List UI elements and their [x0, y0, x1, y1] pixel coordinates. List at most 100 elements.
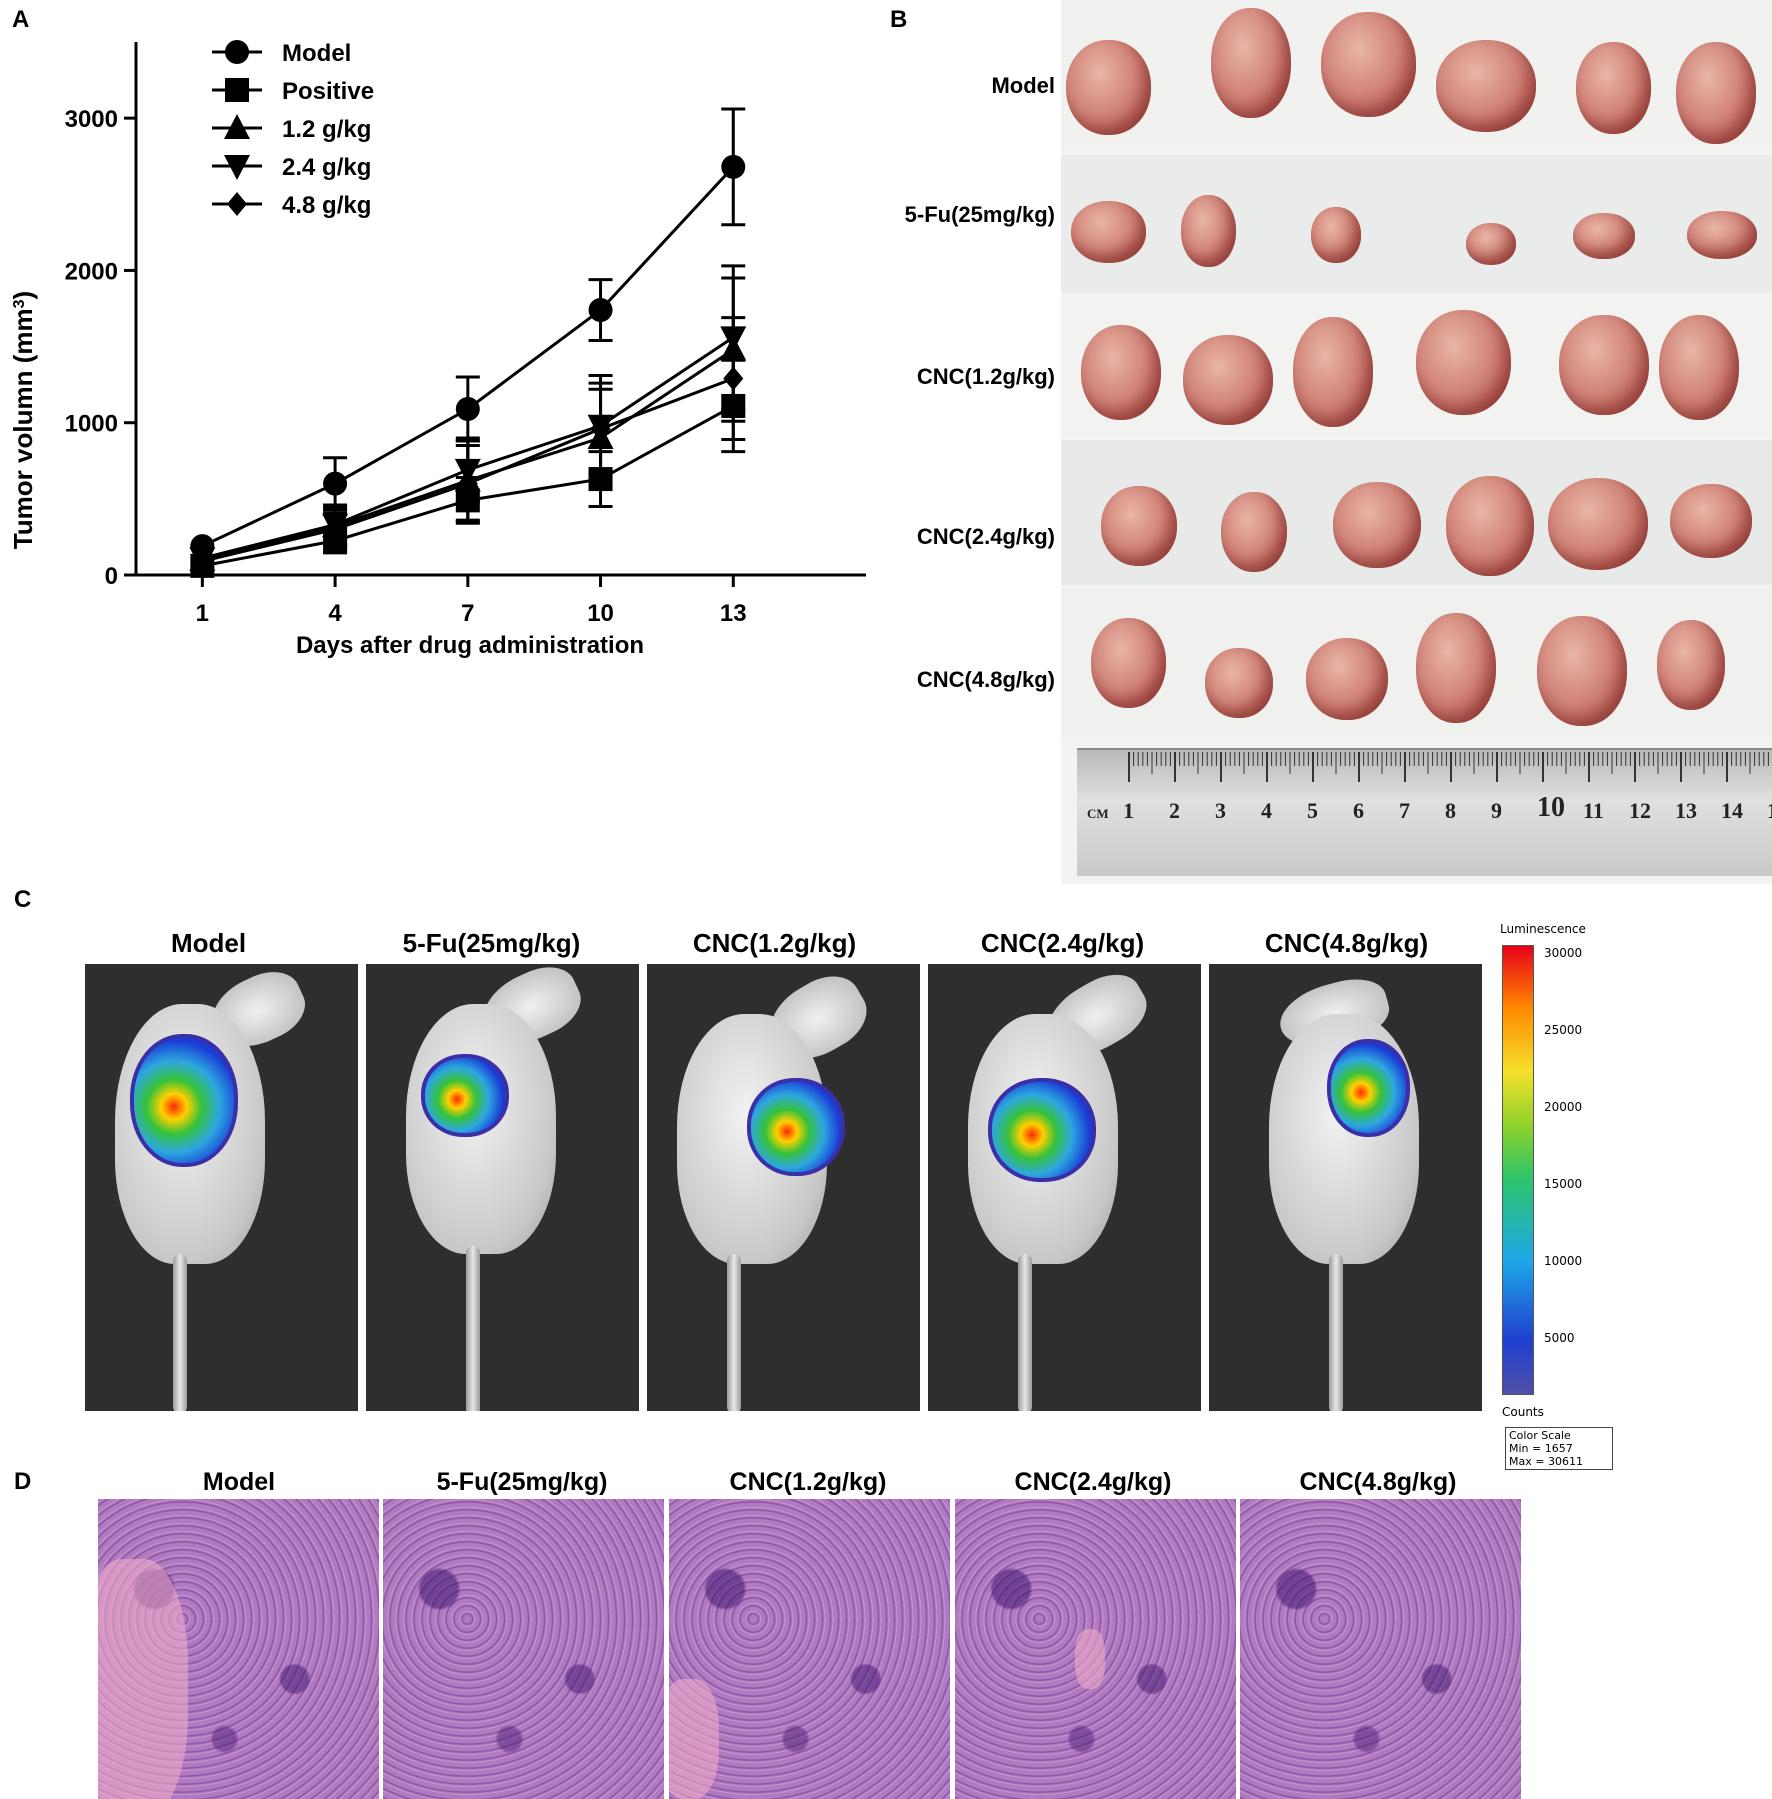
tumor-specimen	[1436, 40, 1536, 132]
histology-title: Model	[202, 1468, 276, 1496]
data-point-model	[588, 298, 613, 323]
tumor-row-label: CNC(2.4g/kg)	[916, 524, 1055, 549]
luminescence-signal	[747, 1078, 845, 1176]
color-scale-box: Color Scale Min = 1657 Max = 30611	[1505, 1427, 1613, 1470]
tumor-specimen	[1446, 476, 1534, 576]
ruler-number: 13	[1675, 798, 1697, 823]
imaging-title: CNC(1.2g/kg)	[692, 928, 857, 958]
y-tick-label: 3000	[65, 106, 118, 133]
y-tick-label: 0	[105, 563, 118, 590]
data-point-4-8-g-kg	[192, 549, 213, 574]
colorbar-tick: 25000	[1544, 1023, 1583, 1037]
colorbar-tick: 20000	[1544, 1100, 1583, 1114]
data-point-model	[455, 397, 480, 422]
x-tick-label: 10	[587, 600, 614, 627]
tumor-row-cnc-1-2	[1061, 295, 1772, 435]
y-axis-title-sup: 3	[11, 299, 28, 308]
tumor-specimen	[1081, 325, 1161, 420]
colorbar-tick: 15000	[1544, 1177, 1583, 1191]
ruler-number: 11	[1583, 798, 1604, 823]
tumor-specimen	[1306, 638, 1388, 720]
histology-image-cnc-2-4	[955, 1499, 1236, 1799]
x-axis-title: Days after drug administration	[296, 632, 644, 659]
data-point-4-8-g-kg	[325, 517, 346, 542]
imaging-title: CNC(2.4g/kg)	[980, 928, 1145, 958]
tumor-specimen	[1576, 42, 1651, 134]
x-tick-label: 13	[720, 600, 747, 627]
legend-label: 2.4 g/kg	[282, 154, 371, 181]
tumor-volume-chart: 0 1000 2000 3000 1 4 7 10 13 Model Positive 1.2 g/…	[0, 0, 900, 680]
ruler-number: 1	[1123, 798, 1134, 823]
tumor-row-label: CNC(1.2g/kg)	[916, 364, 1055, 389]
legend-marker-positive	[225, 78, 249, 102]
tumor-specimen	[1466, 223, 1516, 265]
tumor-specimen	[1333, 482, 1421, 568]
tumor-row-5fu	[1061, 155, 1772, 293]
colorbar-title: Luminescence	[1500, 922, 1586, 936]
legend-marker-model	[225, 40, 249, 64]
ruler-ticks	[1128, 752, 1769, 782]
luminescence-signal	[130, 1034, 238, 1167]
legend-label: 1.2 g/kg	[282, 116, 371, 143]
panel-label-d: D	[14, 1468, 32, 1495]
color-scale-min: Min = 1657	[1509, 1442, 1573, 1455]
data-point-model	[721, 154, 746, 179]
imaging-photo-cnc-1-2	[647, 964, 920, 1411]
ruler-unit-label: CM	[1087, 806, 1109, 821]
legend-marker-1-2-g-kg	[224, 114, 250, 139]
ruler-number: 4	[1261, 798, 1272, 823]
tumor-row-cnc-4-8	[1061, 588, 1772, 738]
tumor-specimen	[1221, 492, 1287, 572]
histology-title: CNC(4.8g/kg)	[1299, 1468, 1457, 1496]
x-tick-label: 7	[461, 600, 474, 627]
ruler-number: 14	[1721, 798, 1743, 823]
tumor-specimen	[1559, 315, 1649, 415]
tumor-specimen	[1573, 213, 1635, 259]
tumor-specimen	[1670, 484, 1752, 558]
ruler-number: 6	[1353, 798, 1364, 823]
y-tick-label: 2000	[65, 258, 118, 285]
tumor-specimen	[1181, 195, 1236, 267]
ruler-number: 7	[1399, 798, 1410, 823]
histology-image-5fu	[383, 1499, 664, 1799]
ruler-number: 12	[1629, 798, 1651, 823]
tumor-row-label: CNC(4.8g/kg)	[916, 667, 1055, 692]
x-tick-label: 1	[196, 600, 209, 627]
data-point-4-8-g-kg	[723, 366, 744, 391]
imaging-photo-model	[85, 964, 358, 1411]
tumor-photo-panel: CM 123456789101112131415	[1061, 0, 1772, 884]
ruler-number: 5	[1307, 798, 1318, 823]
tumor-row-cnc-2-4	[1061, 440, 1772, 585]
tumor-specimen	[1066, 40, 1151, 135]
histology-image-cnc-1-2	[669, 1499, 950, 1799]
data-point-4-8-g-kg	[457, 471, 478, 496]
tumor-specimen	[1657, 620, 1725, 710]
ruler: CM 123456789101112131415	[1077, 748, 1772, 876]
tumor-volume-chart-svg: 0 1000 2000 3000 1 4 7 10 13 Model Positive 1.2 g/…	[8, 40, 866, 659]
tumor-specimen	[1659, 315, 1739, 420]
x-tick-label: 4	[328, 600, 342, 627]
color-scale-label: Color Scale	[1509, 1429, 1571, 1442]
y-tick-label: 1000	[65, 411, 118, 438]
svg-text:Tumor volumn (mm3): Tumor volumn (mm3)	[8, 291, 38, 549]
tumor-row-label: 5-Fu(25mg/kg)	[904, 202, 1055, 227]
tumor-specimen	[1205, 648, 1273, 718]
tumor-specimen	[1183, 335, 1273, 425]
tumor-specimen	[1071, 201, 1146, 263]
histology-image-model	[98, 1499, 379, 1799]
ruler-number: 3	[1215, 798, 1226, 823]
histology-title: CNC(2.4g/kg)	[1014, 1468, 1172, 1496]
imaging-title: 5-Fu(25mg/kg)	[402, 928, 581, 958]
ruler-number: 10	[1537, 792, 1565, 823]
imaging-photo-cnc-2-4	[928, 964, 1201, 1411]
tumor-specimen	[1091, 618, 1166, 708]
color-scale-max: Max = 30611	[1509, 1455, 1583, 1468]
y-axis-title: Tumor volumn (mm3)	[8, 291, 38, 549]
luminescence-signal	[1327, 1039, 1410, 1137]
ruler-number: 9	[1491, 798, 1502, 823]
imaging-title: Model	[170, 928, 247, 958]
tumor-specimen	[1548, 478, 1648, 570]
luminescence-colorbar	[1502, 945, 1534, 1395]
tumor-row-label: Model	[991, 73, 1055, 98]
tumor-specimen	[1537, 616, 1627, 726]
